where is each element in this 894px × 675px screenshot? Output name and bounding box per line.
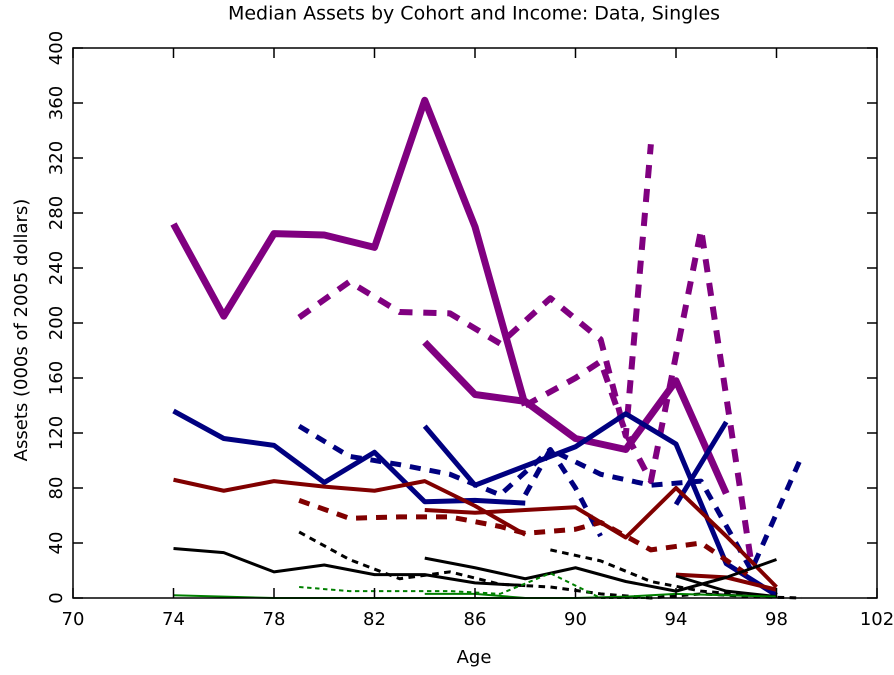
x-tick-label: 82 [363,609,386,630]
series-line [297,423,603,538]
x-tick-label: 86 [464,609,487,630]
y-tick-label: 160 [46,361,67,395]
x-tick-label: 102 [860,609,894,630]
plot-area [170,96,804,600]
series-line [424,556,778,593]
plot-frame [72,47,878,599]
series-line [550,548,752,597]
x-tick-label: 90 [564,609,587,630]
series-line [173,477,527,537]
x-axis-label: Age [457,647,492,668]
y-tick-label: 40 [46,532,67,555]
y-tick-label: 200 [46,306,67,340]
series-line [173,547,526,588]
y-tick-label: 120 [46,416,67,450]
series-line [673,420,729,506]
y-tick-label: 0 [46,592,67,603]
y-tick-label: 80 [46,477,67,500]
series-line [297,143,654,439]
series-line [422,339,730,495]
y-tick-label: 400 [46,31,67,65]
series-line [523,226,755,565]
series-line [675,574,777,599]
y-tick-label: 240 [46,251,67,285]
series-line [170,96,529,407]
y-tick-label: 320 [46,141,67,175]
y-tick-label: 360 [46,86,67,120]
x-tick-label: 78 [263,609,286,630]
series-line [298,498,753,580]
chart-title: Median Assets by Cohort and Income: Data… [228,3,720,25]
x-tick-label: 74 [162,609,185,630]
y-axis-label: Assets (000s of 2005 dollars) [11,199,32,462]
x-tick-label: 98 [765,609,788,630]
y-tick-label: 280 [46,196,67,230]
x-tick-label: 94 [665,609,688,630]
x-tick-label: 70 [62,609,85,630]
series-line [422,411,778,598]
